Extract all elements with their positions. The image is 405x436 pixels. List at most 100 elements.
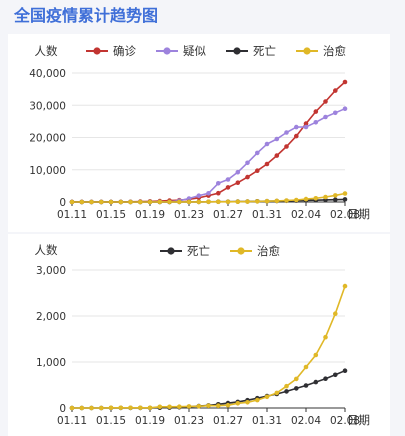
data-point bbox=[245, 160, 250, 166]
data-point bbox=[313, 196, 319, 201]
data-point bbox=[79, 199, 85, 205]
legend-item-2: 死亡 bbox=[226, 44, 276, 58]
legend-marker bbox=[233, 47, 241, 55]
legend-marker bbox=[303, 47, 311, 55]
data-point bbox=[108, 199, 114, 205]
series-1 bbox=[69, 283, 348, 411]
data-point bbox=[333, 193, 338, 198]
data-point bbox=[303, 196, 309, 202]
data-point bbox=[303, 121, 309, 126]
legend-item-0: 确诊 bbox=[86, 44, 136, 58]
x-tick-label: 01.27 bbox=[213, 209, 243, 221]
data-point bbox=[342, 106, 348, 111]
data-point bbox=[333, 372, 338, 378]
data-point bbox=[186, 404, 192, 409]
data-point bbox=[167, 199, 172, 205]
data-point bbox=[274, 136, 280, 142]
data-point bbox=[294, 386, 299, 391]
x-tick-label: 02.04 bbox=[291, 415, 321, 427]
data-point bbox=[186, 199, 192, 205]
data-point bbox=[157, 199, 163, 205]
legend-label: 疑似 bbox=[183, 44, 206, 58]
y-tick-label: 0 bbox=[59, 403, 66, 415]
data-point bbox=[196, 193, 202, 198]
series-line bbox=[72, 81, 346, 203]
data-point bbox=[255, 199, 260, 204]
data-point bbox=[186, 196, 192, 201]
data-point bbox=[128, 199, 133, 205]
x-tick-label: 02.08 bbox=[330, 415, 360, 427]
legend-label: 确诊 bbox=[113, 44, 136, 58]
data-point bbox=[225, 199, 231, 205]
data-point bbox=[235, 180, 241, 185]
legend-marker bbox=[163, 47, 171, 55]
y-tick-label: 40,000 bbox=[29, 68, 66, 80]
legend-marker bbox=[167, 247, 175, 255]
data-point bbox=[177, 199, 182, 205]
data-point bbox=[235, 401, 241, 406]
death-recovery-chart: 死亡 治愈 人数 0 1,000 2,000 3,000 01.11 01.15 01.19 01.… bbox=[35, 243, 371, 427]
data-point bbox=[274, 153, 280, 158]
x-tick-label: 01.27 bbox=[213, 415, 243, 427]
y-tick-label: 0 bbox=[59, 197, 66, 209]
data-point bbox=[313, 379, 319, 385]
data-point bbox=[294, 197, 299, 203]
data-point bbox=[206, 191, 211, 196]
data-point bbox=[255, 397, 260, 403]
data-point bbox=[177, 404, 182, 409]
data-point bbox=[128, 405, 133, 411]
data-point bbox=[167, 404, 172, 410]
x-tick-label: 01.31 bbox=[252, 209, 282, 221]
x-tick-label: 02.08 bbox=[330, 209, 360, 221]
series-3 bbox=[69, 191, 348, 205]
y-tick-label: 30,000 bbox=[29, 100, 66, 112]
data-point bbox=[255, 168, 260, 173]
data-point bbox=[216, 199, 221, 205]
data-point bbox=[342, 197, 348, 202]
data-point bbox=[245, 174, 250, 180]
data-point bbox=[89, 199, 94, 205]
y-axis-unit-label: 人数 bbox=[35, 243, 58, 257]
data-point bbox=[274, 390, 280, 396]
data-point bbox=[294, 124, 299, 130]
data-point bbox=[138, 199, 143, 205]
x-tick-label: 01.15 bbox=[96, 209, 126, 221]
x-tick-label: 01.11 bbox=[57, 209, 87, 221]
data-point bbox=[303, 364, 309, 370]
series-line bbox=[72, 285, 346, 409]
data-point bbox=[342, 191, 348, 196]
data-point bbox=[138, 405, 143, 411]
series-1 bbox=[69, 106, 348, 205]
legend-label: 死亡 bbox=[187, 244, 210, 258]
y-tick-label: 1,000 bbox=[36, 357, 66, 369]
data-point bbox=[118, 405, 124, 411]
y-tick-label: 10,000 bbox=[29, 165, 66, 177]
data-point bbox=[294, 133, 299, 139]
data-point bbox=[323, 334, 328, 340]
y-tick-label: 2,000 bbox=[36, 311, 66, 323]
data-point bbox=[264, 394, 270, 400]
data-point bbox=[69, 199, 75, 205]
series-0 bbox=[69, 79, 348, 205]
legend-item-3: 治愈 bbox=[296, 44, 346, 58]
data-point bbox=[89, 405, 94, 411]
data-point bbox=[313, 352, 319, 358]
x-tick-label: 02.04 bbox=[291, 209, 321, 221]
data-point bbox=[284, 144, 289, 149]
data-point bbox=[342, 79, 348, 85]
data-point bbox=[323, 194, 328, 200]
x-axis-unit-label: 日期 bbox=[347, 413, 370, 427]
data-point bbox=[196, 199, 202, 205]
data-point bbox=[333, 311, 338, 316]
x-tick-label: 01.23 bbox=[174, 209, 204, 221]
data-point bbox=[147, 199, 153, 205]
data-point bbox=[303, 124, 309, 130]
data-point bbox=[255, 150, 260, 156]
data-point bbox=[216, 181, 221, 186]
legend-item-1: 疑似 bbox=[156, 44, 206, 58]
data-point bbox=[206, 403, 211, 408]
data-point bbox=[323, 114, 328, 120]
data-point bbox=[264, 198, 270, 204]
data-point bbox=[245, 400, 250, 405]
x-tick-label: 01.19 bbox=[135, 209, 165, 221]
